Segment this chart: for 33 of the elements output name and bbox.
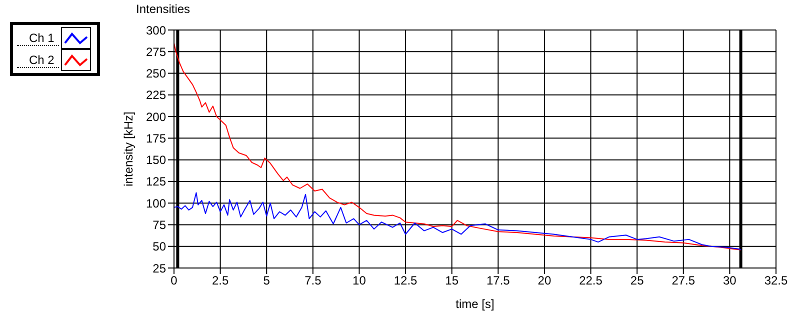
x-tick-label: 25 [630, 274, 644, 288]
y-tick-label: 225 [146, 88, 166, 102]
x-tick-label: 32.5 [764, 274, 788, 288]
line-series [174, 192, 742, 250]
y-tick-label: 150 [146, 153, 166, 168]
x-tick-label: 17.5 [486, 274, 510, 288]
x-tick-label: 2.5 [212, 274, 229, 288]
y-tick-label: 125 [146, 174, 166, 189]
y-tick-label: 175 [146, 131, 166, 146]
y-axis-title: intensity [kHz] [121, 112, 136, 186]
x-tick-label: 30 [723, 274, 737, 288]
y-tick-label: 200 [146, 110, 166, 124]
y-tick-label: 25 [152, 261, 166, 276]
x-tick-label: 22.5 [579, 274, 603, 288]
x-tick-label: 12.5 [394, 274, 418, 288]
legend-label: Ch 2 [17, 52, 59, 68]
y-tick-label: 50 [152, 240, 166, 254]
x-axis-title: time [s] [456, 297, 494, 311]
x-tick-label: 7.5 [304, 274, 322, 288]
x-tick-label: 10 [352, 274, 366, 288]
y-tick-label: 300 [146, 23, 166, 38]
y-tick-label: 75 [152, 218, 166, 232]
legend-label: Ch 1 [17, 30, 59, 46]
line-series [174, 42, 742, 250]
x-tick-label: 0 [170, 274, 178, 288]
y-tick-label: 275 [146, 44, 166, 59]
x-tick-label: 27.5 [672, 274, 696, 288]
chart-title: Intensities [136, 2, 190, 16]
y-tick-label: 100 [146, 196, 166, 210]
x-tick-label: 5 [263, 274, 270, 288]
x-tick-label: 20 [538, 274, 552, 288]
y-tick-label: 250 [146, 66, 166, 81]
x-tick-label: 15 [445, 274, 459, 288]
